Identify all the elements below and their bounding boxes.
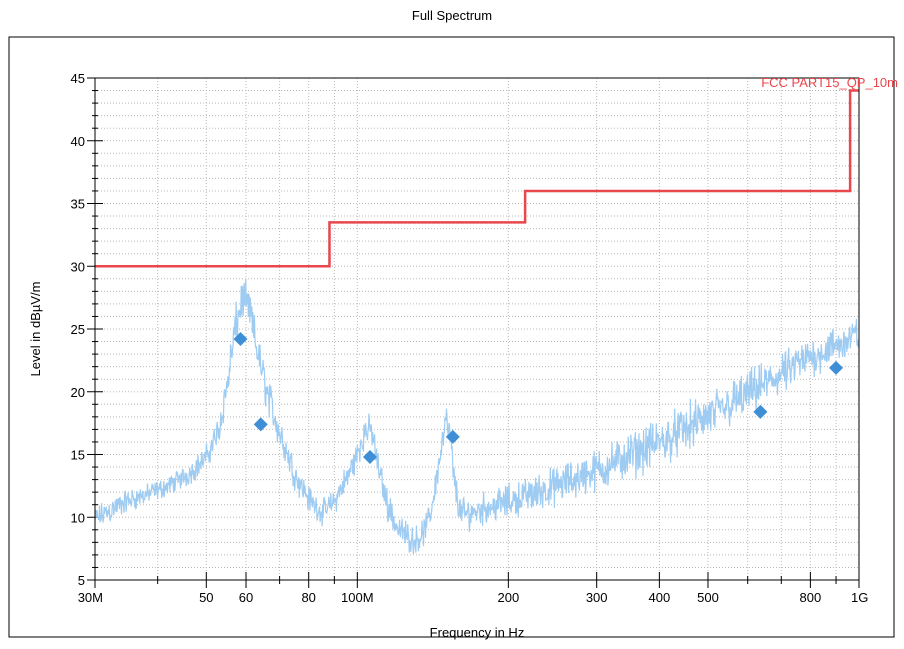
marker-diamond [363,450,378,465]
x-axis-label: Frequency in Hz [430,625,525,640]
x-tick-label: 1G [851,590,868,605]
x-tick-label: 400 [649,590,671,605]
marker-group [233,332,844,465]
limit-line [95,89,859,268]
y-tick-label: 30 [71,259,85,274]
y-tick-label: 15 [71,448,85,463]
x-tick-label: 50 [199,590,213,605]
x-tick-label: 500 [697,590,719,605]
y-tick-label: 10 [71,510,85,525]
marker-diamond [233,332,248,347]
x-tick-label: 80 [301,590,315,605]
y-tick-label: 25 [71,322,85,337]
x-tick-label: 200 [497,590,519,605]
plot-frame [94,77,860,581]
x-tick-label: 800 [800,590,822,605]
marker-diamond [829,360,844,375]
spectrum-trace [94,279,860,555]
x-tick-label: 60 [239,590,253,605]
y-tick-label: 5 [78,573,85,588]
figure-frame [8,36,895,638]
marker-diamond [753,404,768,419]
limit-line-label: FCC PART15_QP_10m [761,75,898,90]
y-tick-label: 35 [71,197,85,212]
x-tick-label: 100M [341,590,374,605]
x-tick-label: 300 [586,590,608,605]
y-tick-label: 45 [71,71,85,86]
y-tick-label: 20 [71,385,85,400]
axes: 5 10 15 20 25 30 35 40 45 30M 50 60 80 100M 200 300 400 5… [71,71,869,605]
marker-diamond [445,429,460,444]
y-tick-label: 40 [71,134,85,149]
x-tick-label: 30M [78,590,103,605]
spectrum-line [94,279,860,555]
y-axis-label: Level in dBµV/m [28,282,43,377]
chart-title: Full Spectrum [412,8,492,23]
limit-line-group [95,89,859,268]
marker-diamond [253,417,268,432]
